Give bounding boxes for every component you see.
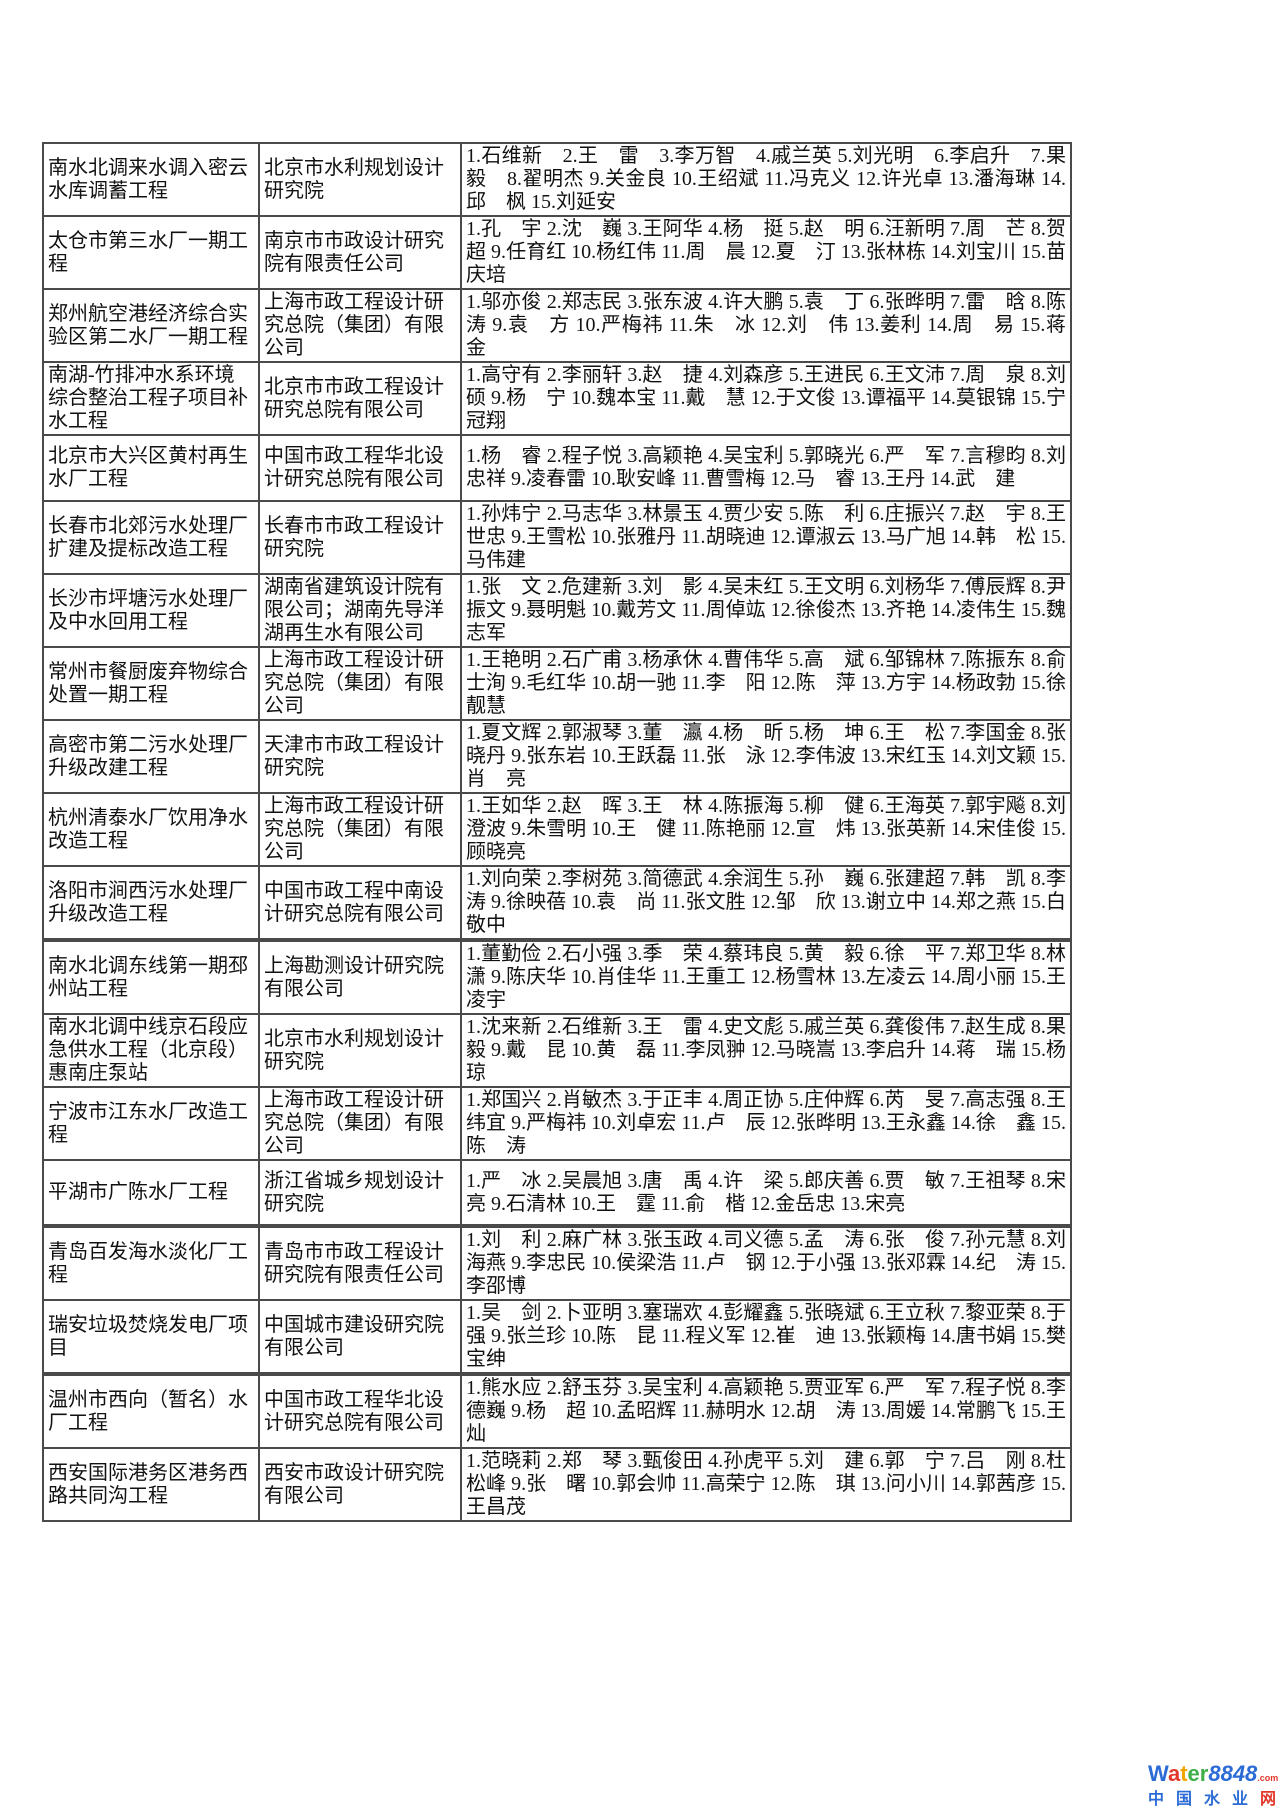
cell-project: 南水北调来水调入密云水库调蓄工程 <box>42 142 260 217</box>
logo-tagline-char: 网 <box>1259 1791 1276 1808</box>
cell-institute: 上海市政工程设计研究总院（集团）有限公司 <box>258 1086 462 1161</box>
table-row: 郑州航空港经济综合实验区第二水厂一期工程 上海市政工程设计研究总院（集团）有限公司… <box>42 288 1086 363</box>
logo-letter: W <box>1148 1761 1168 1786</box>
cell-project: 杭州清泰水厂饮用净水改造工程 <box>42 792 260 867</box>
cell-project: 长沙市坪塘污水处理厂及中水回用工程 <box>42 573 260 648</box>
table-row: 宁波市江东水厂改造工程 上海市政工程设计研究总院（集团）有限公司 1.郑国兴 2.肖… <box>42 1086 1072 1161</box>
cell-institute: 天津市市政工程设计研究院 <box>258 719 462 794</box>
cell-project: 宁波市江东水厂改造工程 <box>42 1086 260 1161</box>
cell-names: 1.王艳明 2.石广甫 3.杨承休 4.曹伟华 5.高 斌 6.邹锦林 7.陈振… <box>460 646 1072 721</box>
cell-institute: 青岛市市政工程设计研究院有限责任公司 <box>258 1224 462 1301</box>
cell-names: 1.吴 剑 2.卜亚明 3.塞瑞欢 4.彭耀鑫 5.张晓斌 6.王立秋 7.黎亚… <box>460 1299 1086 1375</box>
cell-names: 1.王如华 2.赵 晖 3.王 林 4.陈振海 5.柳 健 6.王海英 7.郭宇… <box>460 792 1072 867</box>
cell-institute: 长春市市政工程设计研究院 <box>258 500 462 575</box>
cell-project: 平湖市广陈水厂工程 <box>42 1159 260 1227</box>
logo-letter: t <box>1180 1761 1188 1786</box>
table-row: 青岛百发海水淡化厂工程 青岛市市政工程设计研究院有限责任公司 1.刘 利 2.麻广林… <box>42 1224 1072 1301</box>
cell-institute: 西安市政设计研究院有限公司 <box>258 1447 462 1522</box>
cell-institute: 中国市政工程华北设计研究总院有限公司 <box>258 434 462 502</box>
cell-institute: 中国市政工程华北设计研究总院有限公司 <box>258 1372 462 1449</box>
logo-number-8848: 8848 <box>1208 1761 1258 1786</box>
logo-dotcom: .com <box>1257 1773 1279 1783</box>
cell-names: 1.夏文辉 2.郭淑琴 3.董 瀛 4.杨 昕 5.杨 坤 6.王 松 7.李国… <box>460 719 1072 794</box>
cell-institute: 上海市政工程设计研究总院（集团）有限公司 <box>258 792 462 867</box>
cell-names: 1.邬亦俊 2.郑志民 3.张东波 4.许大鹏 5.袁 丁 6.张晔明 7.雷 … <box>460 288 1086 363</box>
water8848-wordmark: Water8848.com <box>1148 1761 1279 1790</box>
table-row: 高密市第二污水处理厂升级改建工程 天津市市政工程设计研究院 1.夏文辉 2.郭淑琴 … <box>42 719 1072 794</box>
cell-names: 1.孙炜宁 2.马志华 3.林景玉 4.贾少安 5.陈 利 6.庄振兴 7.赵 … <box>460 500 1072 575</box>
cell-names: 1.董勤俭 2.石小强 3.季 荣 4.蔡玮良 5.黄 毅 6.徐 平 7.郑卫… <box>460 938 1086 1015</box>
logo-tagline-char: 国 <box>1175 1791 1192 1808</box>
table-row: 杭州清泰水厂饮用净水改造工程 上海市政工程设计研究总院（集团）有限公司 1.王如华 … <box>42 792 1072 867</box>
cell-project: 郑州航空港经济综合实验区第二水厂一期工程 <box>42 288 260 363</box>
table-row: 南水北调来水调入密云水库调蓄工程 北京市水利规划设计研究院 1.石维新 2.王 雷 … <box>42 142 1086 217</box>
cell-names: 1.严 冰 2.吴晨旭 3.唐 禹 4.许 梁 5.郎庆善 6.贾 敏 7.王祖… <box>460 1159 1086 1227</box>
table-row: 长春市北郊污水处理厂扩建及提标改造工程 长春市市政工程设计研究院 1.孙炜宁 2.马… <box>42 500 1072 575</box>
cell-names: 1.范晓莉 2.郑 琴 3.甄俊田 4.孙虎平 5.刘 建 6.郭 宁 7.吕 … <box>460 1447 1072 1522</box>
cell-names: 1.刘 利 2.麻广林 3.张玉政 4.司义德 5.孟 涛 6.张 俊 7.孙元… <box>460 1224 1072 1301</box>
cell-institute: 湖南省建筑设计院有限公司；湖南先导洋湖再生水有限公司 <box>258 573 462 648</box>
cell-institute: 中国城市建设研究院有限公司 <box>258 1299 462 1375</box>
logo-tagline-char: 中 <box>1148 1791 1165 1808</box>
cell-project: 南水北调东线第一期邳州站工程 <box>42 938 260 1015</box>
logo-letter: e <box>1187 1761 1200 1786</box>
cell-names: 1.石维新 2.王 雷 3.李万智 4.戚兰英 5.刘光明 6.李启升 7.果 … <box>460 142 1086 217</box>
table-row: 南水北调东线第一期邳州站工程 上海勘测设计研究院有限公司 1.董勤俭 2.石小强 3… <box>42 938 1086 1015</box>
cell-project: 北京市大兴区黄村再生水厂工程 <box>42 434 260 502</box>
cell-names: 1.沈来新 2.石维新 3.王 雷 4.史文彪 5.戚兰英 6.龚俊伟 7.赵生… <box>460 1013 1086 1088</box>
cell-names: 1.杨 睿 2.程子悦 3.高颖艳 4.吴宝利 5.郭晓光 6.严 军 7.言穆… <box>460 434 1072 502</box>
logo-letter: a <box>1167 1761 1181 1786</box>
table-row: 西安国际港务区港务西路共同沟工程 西安市政设计研究院有限公司 1.范晓莉 2.郑 琴… <box>42 1447 1072 1522</box>
cell-project: 西安国际港务区港务西路共同沟工程 <box>42 1447 260 1522</box>
table-row: 太仓市第三水厂一期工程 南京市市政设计研究院有限责任公司 1.孔 宇 2.沈 巍 3… <box>42 215 1086 290</box>
cell-project: 常州市餐厨废弃物综合处置一期工程 <box>42 646 260 721</box>
cell-project: 太仓市第三水厂一期工程 <box>42 215 260 290</box>
table-row: 南湖-竹排冲水系环境综合整治工程子项目补水工程 北京市市政工程设计研究总院有限公司… <box>42 361 1086 436</box>
cell-institute: 上海市政工程设计研究总院（集团）有限公司 <box>258 288 462 363</box>
cell-names: 1.郑国兴 2.肖敏杰 3.于正丰 4.周正协 5.庄仲辉 6.芮 旻 7.高志… <box>460 1086 1072 1161</box>
water8848-logo: Water8848.com 中国水业网 <box>1148 1761 1279 1809</box>
cell-names: 1.高守有 2.李丽轩 3.赵 捷 4.刘森彦 5.王进民 6.王文沛 7.周 … <box>460 361 1086 436</box>
logo-tagline-char: 水 <box>1203 1791 1220 1808</box>
table-row: 瑞安垃圾焚烧发电厂项目 中国城市建设研究院有限公司 1.吴 剑 2.卜亚明 3.塞瑞… <box>42 1299 1086 1375</box>
cell-names: 1.熊水应 2.舒玉芬 3.吴宝利 4.高颖艳 5.贾亚军 6.严 军 7.程子… <box>460 1372 1086 1449</box>
cell-project: 洛阳市涧西污水处理厂升级改造工程 <box>42 865 260 941</box>
cell-institute: 上海勘测设计研究院有限公司 <box>258 938 462 1015</box>
cell-names: 1.孔 宇 2.沈 巍 3.王阿华 4.杨 挺 5.赵 明 6.汪新明 7.周 … <box>460 215 1086 290</box>
cell-project: 青岛百发海水淡化厂工程 <box>42 1224 260 1301</box>
cell-project: 瑞安垃圾焚烧发电厂项目 <box>42 1299 260 1375</box>
cell-project: 长春市北郊污水处理厂扩建及提标改造工程 <box>42 500 260 575</box>
cell-project: 温州市西向（暂名）水厂工程 <box>42 1372 260 1449</box>
cell-project: 高密市第二污水处理厂升级改建工程 <box>42 719 260 794</box>
table-row: 南水北调中线京石段应急供水工程（北京段）惠南庄泵站 北京市水利规划设计研究院 1.沈… <box>42 1013 1086 1088</box>
cell-institute: 浙江省城乡规划设计研究院 <box>258 1159 462 1227</box>
logo-word-water: Water <box>1148 1761 1208 1786</box>
cell-institute: 南京市市政设计研究院有限责任公司 <box>258 215 462 290</box>
cell-institute: 北京市水利规划设计研究院 <box>258 142 462 217</box>
table-row: 长沙市坪塘污水处理厂及中水回用工程 湖南省建筑设计院有限公司；湖南先导洋湖再生水有… <box>42 573 1072 648</box>
logo-tagline-char: 业 <box>1231 1791 1248 1808</box>
cell-project: 南湖-竹排冲水系环境综合整治工程子项目补水工程 <box>42 361 260 436</box>
table-row: 常州市餐厨废弃物综合处置一期工程 上海市政工程设计研究总院（集团）有限公司 1.王艳… <box>42 646 1072 721</box>
award-table-body: 南水北调来水调入密云水库调蓄工程 北京市水利规划设计研究院 1.石维新 2.王 雷 … <box>42 142 1086 1522</box>
cell-names: 1.张 文 2.危建新 3.刘 影 4.吴未红 5.王文明 6.刘杨华 7.傅辰… <box>460 573 1072 648</box>
cell-institute: 北京市市政工程设计研究总院有限公司 <box>258 361 462 436</box>
cell-institute: 北京市水利规划设计研究院 <box>258 1013 462 1088</box>
table-row: 温州市西向（暂名）水厂工程 中国市政工程华北设计研究总院有限公司 1.熊水应 2.舒… <box>42 1372 1086 1449</box>
table-row: 洛阳市涧西污水处理厂升级改造工程 中国市政工程中南设计研究总院有限公司 1.刘向荣 … <box>42 865 1086 941</box>
cell-names: 1.刘向荣 2.李树苑 3.简德武 4.余润生 5.孙 巍 6.张建超 7.韩 … <box>460 865 1086 941</box>
cell-project: 南水北调中线京石段应急供水工程（北京段）惠南庄泵站 <box>42 1013 260 1088</box>
project-award-table: 南水北调来水调入密云水库调蓄工程 北京市水利规划设计研究院 1.石维新 2.王 雷 … <box>42 142 1086 1522</box>
cell-institute: 上海市政工程设计研究总院（集团）有限公司 <box>258 646 462 721</box>
logo-letter: r <box>1199 1761 1209 1786</box>
logo-tagline: 中国水业网 <box>1148 1791 1276 1809</box>
table-row: 北京市大兴区黄村再生水厂工程 中国市政工程华北设计研究总院有限公司 1.杨 睿 2.… <box>42 434 1072 502</box>
table-row: 平湖市广陈水厂工程 浙江省城乡规划设计研究院 1.严 冰 2.吴晨旭 3.唐 禹 4… <box>42 1159 1086 1227</box>
cell-institute: 中国市政工程中南设计研究总院有限公司 <box>258 865 462 941</box>
